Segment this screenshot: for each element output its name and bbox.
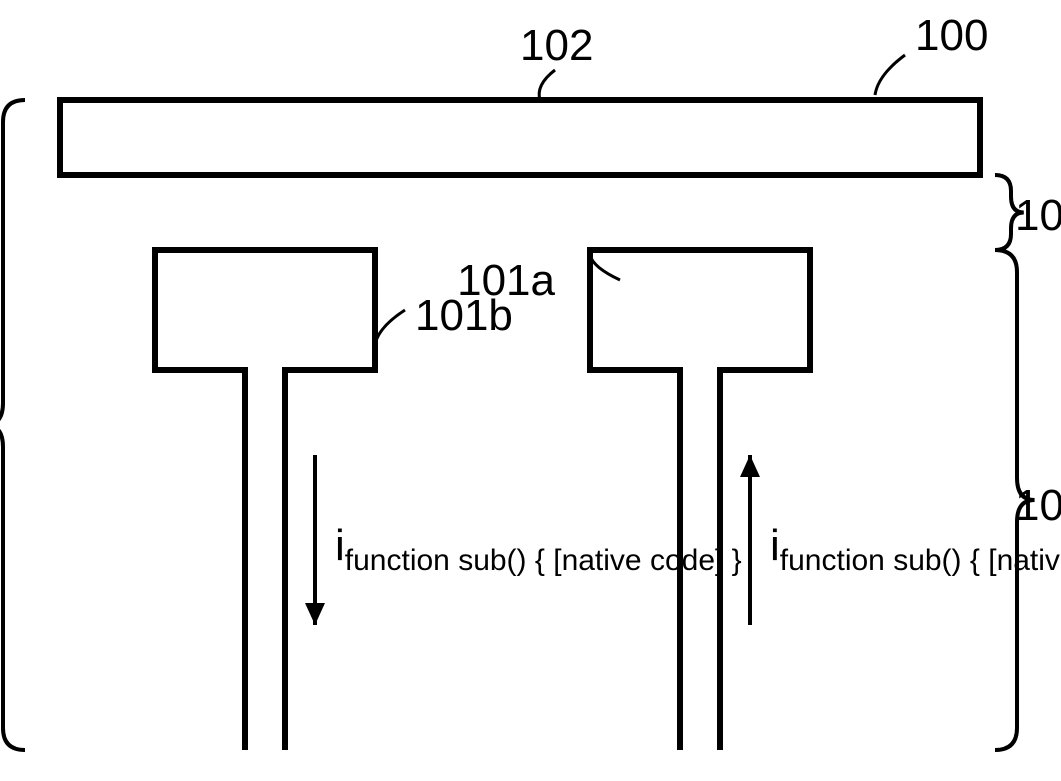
label-i1-sub: function sub() { [native code] } [780,544,1061,577]
label-101: 101 [1015,481,1061,530]
label-103: 103 [1015,191,1061,240]
label-100: 100 [915,11,988,60]
canvas-bg [0,0,1061,781]
label-101b: 101b [415,291,513,340]
label-102: 102 [520,21,593,70]
label-i2-sub: function sub() { [native code] } [345,544,742,577]
